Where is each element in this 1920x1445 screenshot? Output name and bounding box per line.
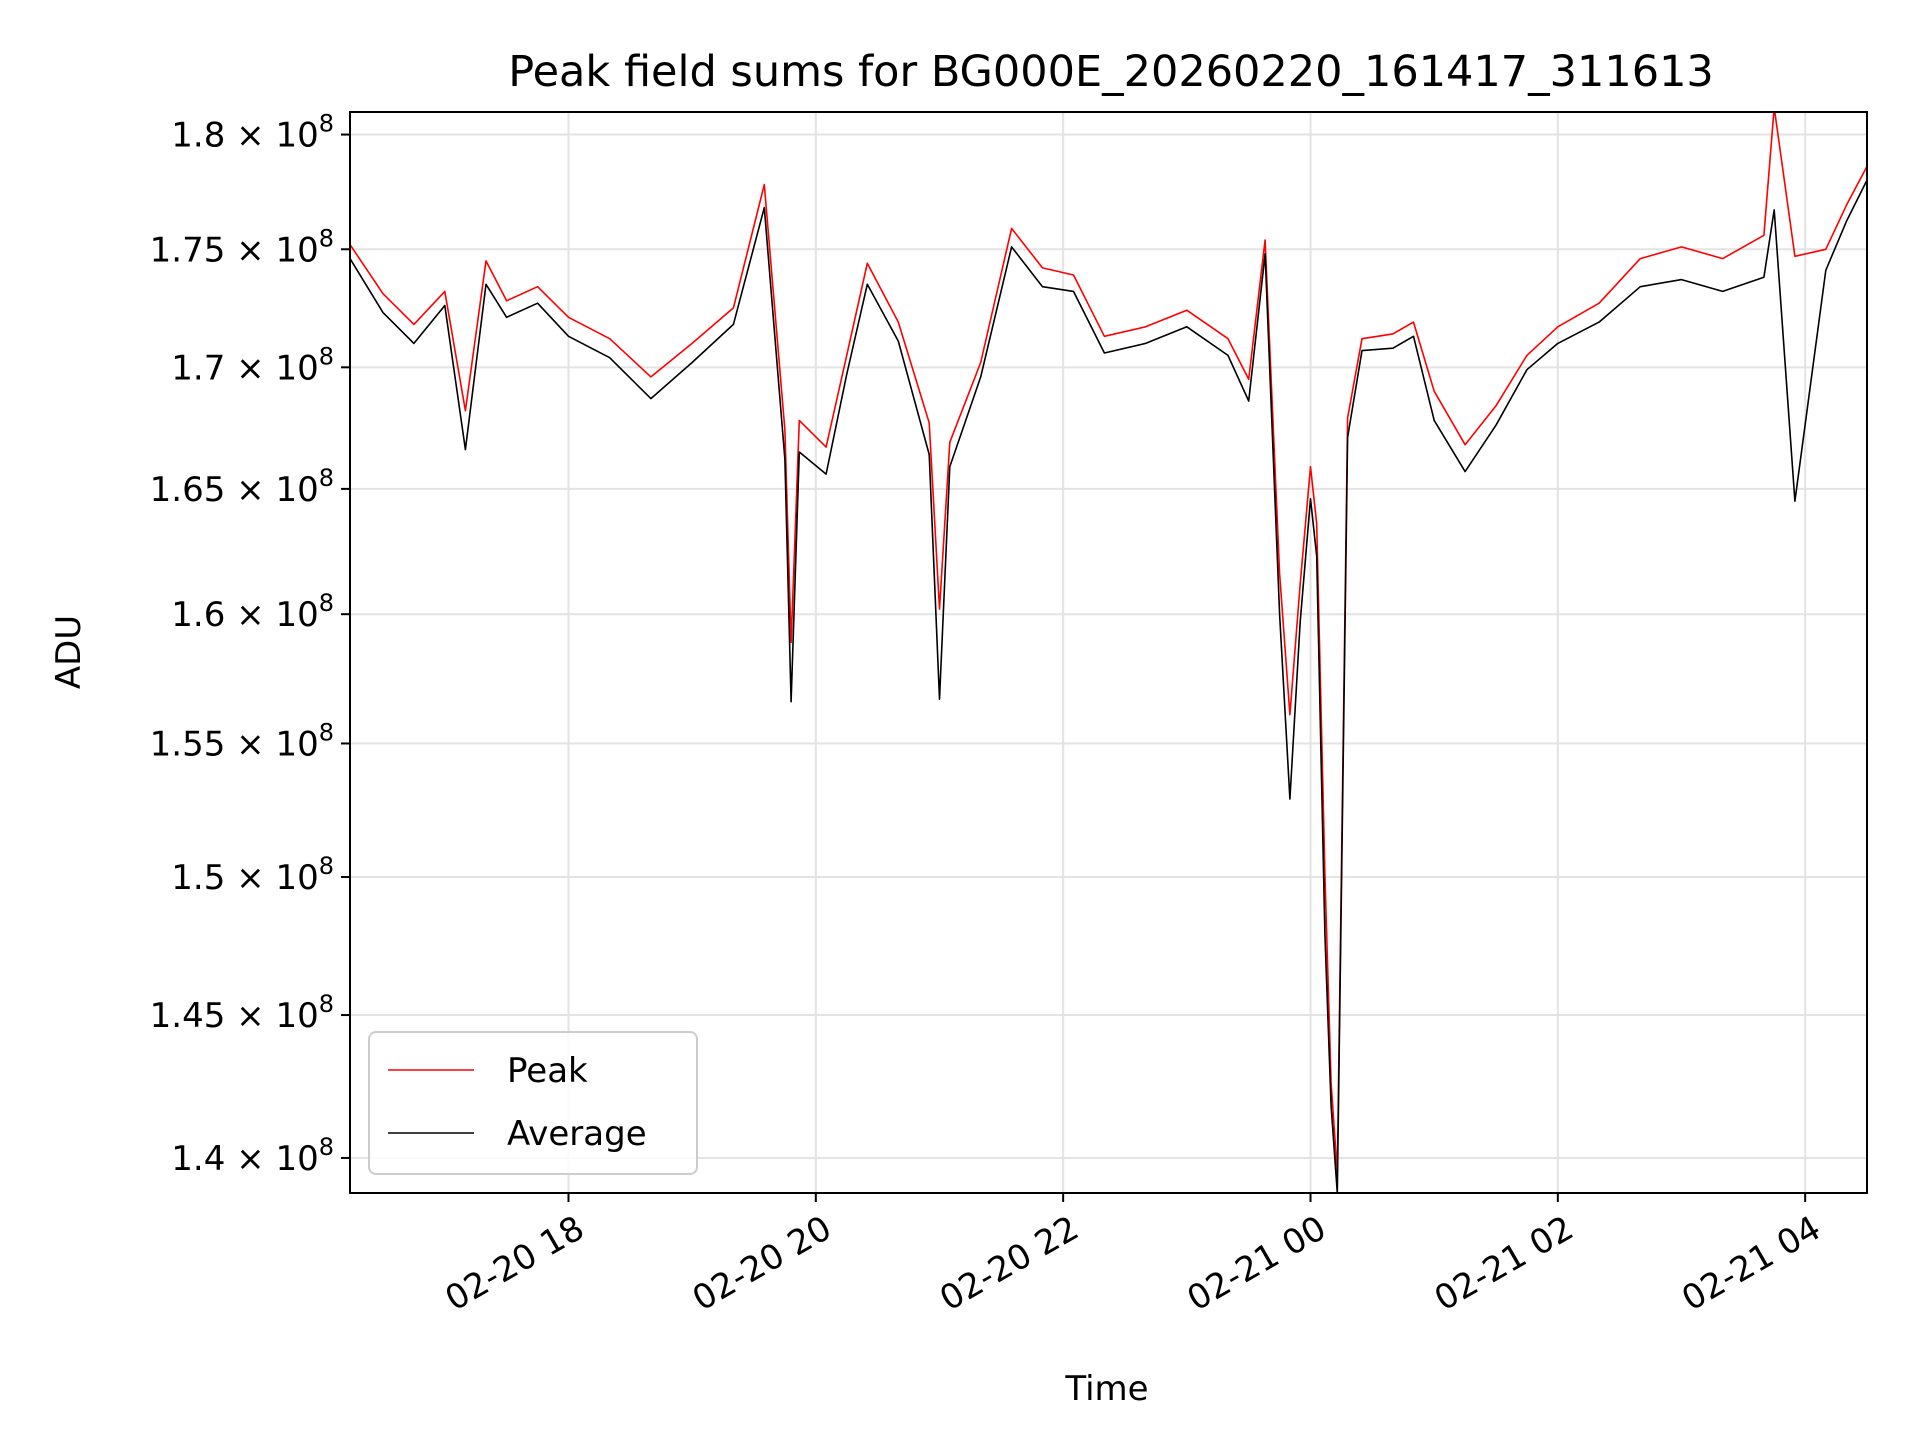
y-tick-label: 1.65 × 108: [150, 464, 334, 510]
y-axis-label: ADU: [49, 615, 89, 689]
legend-label: Peak: [507, 1051, 588, 1091]
y-tick-label: 1.7 × 108: [171, 342, 334, 388]
y-tick-label: 1.8 × 108: [171, 110, 334, 156]
y-tick-label: 1.45 × 108: [150, 990, 334, 1036]
grid-layer: [350, 112, 1867, 1193]
y-tick-label: 1.4 × 108: [171, 1133, 334, 1179]
y-tick-label: 1.55 × 108: [150, 718, 334, 764]
y-tick-label: 1.75 × 108: [150, 224, 334, 270]
plot-frame: [349, 111, 1868, 1194]
series-line-average: [350, 179, 1867, 1193]
x-axis-label: Time: [1064, 1369, 1148, 1409]
legend: Peak Average: [368, 1031, 698, 1175]
y-tick-label: 1.6 × 108: [171, 589, 334, 635]
y-tick-label: 1.5 × 108: [171, 852, 334, 898]
chart-title: Peak field sums for BG000E_20260220_1614…: [508, 47, 1714, 97]
series-line-peak: [350, 112, 1867, 1174]
series-layer: [350, 112, 1867, 1193]
legend-box: [368, 1031, 698, 1175]
y-axis: 1.4 × 108 1.45 × 108 1.5 × 108 1.55 × 108 1.…: [150, 110, 350, 1179]
legend-label: Average: [507, 1114, 647, 1154]
